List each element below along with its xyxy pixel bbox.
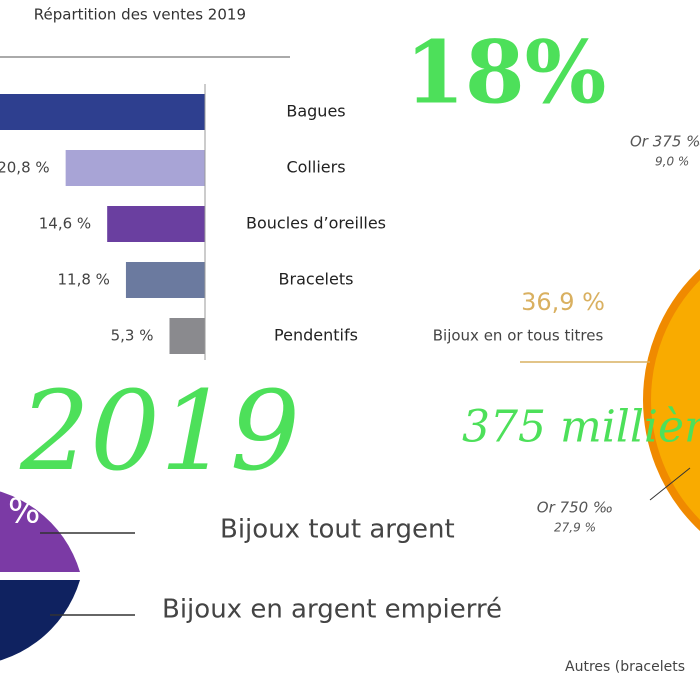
gold-headline-value: 36,9 %: [521, 288, 605, 316]
gold-label: Or 750 ‰: [537, 499, 613, 517]
value-label: 11,8 %: [58, 271, 110, 289]
gold-share: 9,0 %: [655, 155, 689, 169]
value-label: 14,6 %: [39, 215, 91, 233]
category-label: Bracelets: [279, 270, 354, 289]
gold-other: Autres (bracelets: [565, 659, 685, 675]
value-label: 5,3 %: [111, 327, 154, 345]
silver-label: Bijoux tout argent: [220, 515, 455, 545]
bar-title: Répartition des ventes 2019: [34, 6, 246, 24]
category-label: Colliers: [286, 158, 345, 177]
gold-label: Or 375 ‰: [630, 133, 700, 151]
silver-slice: [0, 491, 80, 572]
category-label: Boucles d’oreilles: [246, 214, 386, 233]
leader-line: [649, 467, 691, 501]
gold-share: 27,9 %: [554, 521, 596, 535]
bar: [65, 150, 205, 186]
overlay-fineness: 375 millièmes: [462, 402, 700, 453]
silver-slice-label: %: [8, 492, 40, 532]
gold-pie: [643, 269, 700, 531]
value-label: 20,8 %: [0, 159, 50, 177]
bar: [0, 94, 205, 130]
overlay-year: 2019: [19, 367, 300, 495]
bar: [107, 206, 205, 242]
gold-headline-label: Bijoux en or tous titres: [433, 327, 604, 345]
silver-slice: [0, 580, 80, 661]
silver-label: Bijoux en argent empierré: [162, 595, 502, 625]
bar: [169, 318, 205, 354]
overlay-percent: 18%: [405, 23, 606, 124]
category-label: Pendentifs: [274, 326, 358, 345]
category-label: Bagues: [286, 102, 345, 121]
bar-chart: Bagues Colliers 20,8 % Boucles d’oreilles 14…: [0, 94, 386, 354]
bar: [125, 262, 205, 298]
